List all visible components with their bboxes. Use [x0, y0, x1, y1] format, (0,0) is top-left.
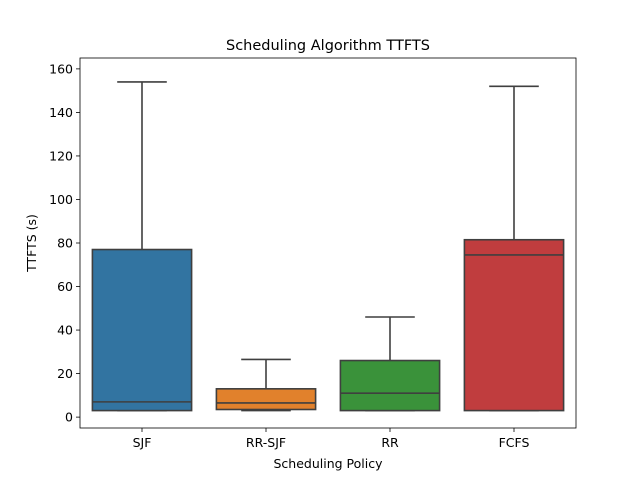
boxes-layer	[91, 81, 565, 412]
x-tick-label: SJF	[133, 435, 152, 450]
y-tick-label: 20	[57, 366, 73, 381]
x-tick-label: FCFS	[499, 435, 530, 450]
y-tick-label: 140	[49, 105, 73, 120]
chart-title: Scheduling Algorithm TTFTS	[226, 38, 430, 54]
box-group	[91, 81, 193, 412]
box-group	[215, 358, 317, 412]
box-group	[339, 316, 441, 412]
y-tick-label: 100	[49, 192, 73, 207]
y-tick-label: 60	[57, 279, 73, 294]
iqr-box	[215, 388, 317, 411]
y-tick-label: 160	[49, 61, 73, 76]
x-axis-ticks: SJF RR-SJF RR FCFS	[133, 428, 530, 450]
y-tick-label: 80	[57, 236, 73, 251]
y-axis-ticks: 0 20 40 60 80 100 120 140 160	[49, 61, 80, 425]
y-axis-label: TTFTS (s)	[24, 214, 39, 273]
iqr-box	[91, 248, 193, 412]
x-tick-label: RR	[381, 435, 399, 450]
y-tick-label: 0	[65, 410, 73, 425]
y-tick-label: 120	[49, 148, 73, 163]
x-axis-label: Scheduling Policy	[273, 456, 383, 471]
iqr-box	[463, 238, 565, 412]
x-tick-label: RR-SJF	[246, 435, 286, 450]
y-tick-label: 40	[57, 323, 73, 338]
iqr-box	[339, 359, 441, 412]
box-group	[463, 85, 565, 412]
